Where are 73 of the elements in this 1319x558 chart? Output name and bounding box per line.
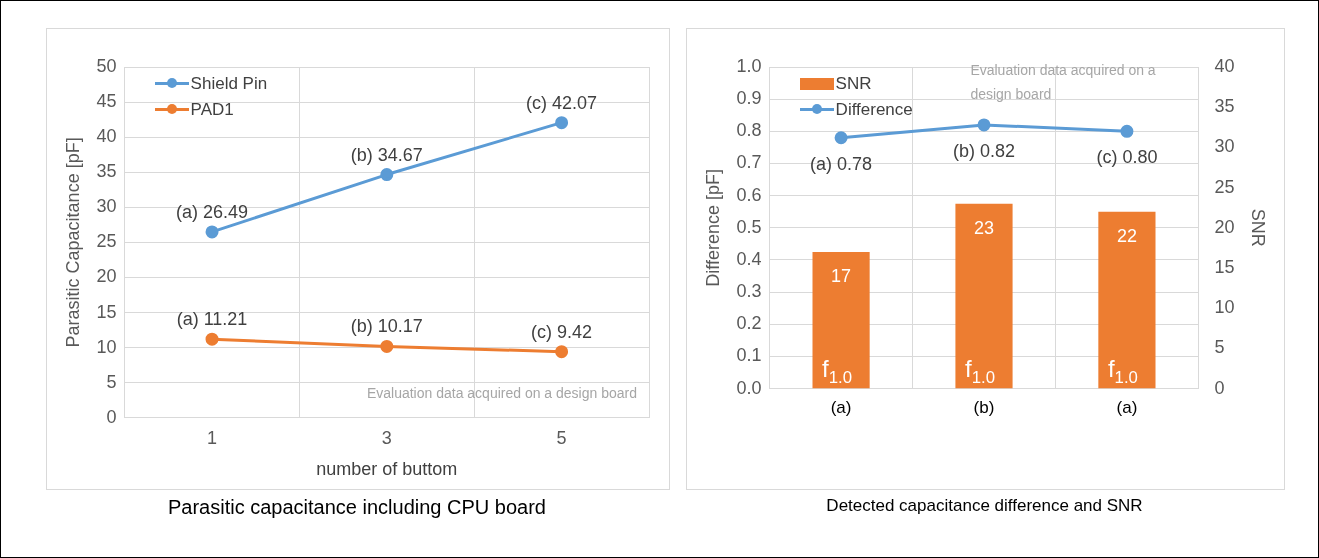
bar: [1098, 211, 1156, 389]
y2-tick-label: 25: [1214, 176, 1235, 197]
y2-tick-label: 15: [1214, 256, 1235, 277]
text: Parasitic capacitance including CPU board: [167, 496, 547, 519]
y2-tick-label: 20: [1214, 216, 1235, 237]
y-tick-label: 5: [106, 371, 117, 392]
y2-tick-label: 30: [1214, 136, 1235, 157]
data-label: 17: [831, 265, 852, 286]
data-label: (b) 34.67: [350, 144, 423, 165]
x-axis-title: number of buttom: [316, 459, 458, 480]
data-label: (c) 42.07: [526, 92, 598, 113]
bar: [812, 251, 870, 389]
y-tick-label: 0.2: [736, 313, 762, 334]
y-tick-label: 0.1: [736, 345, 762, 366]
x-tick-label: (a): [1116, 398, 1138, 418]
y-tick-label: 0: [106, 406, 117, 427]
legend-label: Shield Pin: [190, 74, 268, 94]
point: [1120, 124, 1134, 138]
y2-tick-label: 40: [1214, 55, 1235, 76]
y2-axis-title: SNR: [1248, 208, 1269, 247]
annotation: Evaluation data acquired on a design board: [366, 384, 638, 401]
y-tick-label: 0.9: [736, 88, 762, 109]
y-tick-label: 50: [96, 55, 117, 76]
y-tick-label: 0.7: [736, 152, 762, 173]
x-tick-label: (b): [973, 398, 995, 418]
y-tick-label: 35: [96, 161, 117, 182]
point: [834, 131, 848, 145]
point: [380, 339, 394, 353]
point: [380, 168, 394, 182]
point: [205, 225, 219, 239]
y-tick-label: 20: [96, 266, 117, 287]
x-tick-label: 5: [556, 427, 567, 448]
point: [205, 332, 219, 346]
y-tick-label: 0.3: [736, 281, 762, 302]
legend-label: SNR: [835, 74, 872, 94]
point: [977, 118, 991, 132]
y2-tick-label: 5: [1214, 337, 1225, 358]
x-tick-label: 1: [207, 427, 218, 448]
data-label: 23: [973, 217, 995, 238]
x-tick-label: 3: [381, 427, 392, 448]
y-tick-label: 0.5: [736, 216, 762, 237]
y-axis-title: Parasitic Capacitance [pF]: [62, 137, 83, 348]
text: Detected capacitance difference and SNR: [825, 496, 1144, 516]
data-label: (b) 0.82: [952, 140, 1016, 161]
y-axis-title: Difference [pF]: [702, 168, 723, 287]
y-tick-label: 15: [96, 301, 117, 322]
y-tick-label: 30: [96, 196, 117, 217]
y-tick-label: 0.0: [736, 377, 762, 398]
data-label: (a) 0.78: [810, 153, 873, 174]
point: [555, 345, 569, 359]
legend-label: PAD1: [190, 100, 234, 120]
annotation: Evaluation data acquired on a design board: [970, 62, 1156, 102]
y2-tick-label: 10: [1214, 297, 1235, 318]
data-label: (c) 9.42: [531, 321, 593, 342]
y2-tick-label: 35: [1214, 96, 1235, 117]
y-tick-label: 10: [96, 336, 117, 357]
y-tick-label: 0.6: [736, 184, 762, 205]
data-label: 22: [1116, 225, 1137, 246]
x-tick-label: (a): [830, 398, 852, 418]
y-tick-label: 1.0: [736, 55, 762, 76]
data-label: (a) 11.21: [176, 309, 248, 330]
y-tick-label: 25: [96, 231, 117, 252]
y-tick-label: 45: [96, 91, 117, 112]
bar: [955, 203, 1013, 389]
point: [555, 116, 569, 130]
legend-label: Difference: [835, 100, 913, 120]
y-tick-label: 0.8: [736, 120, 762, 141]
y-tick-label: 0.4: [736, 248, 762, 269]
data-label: (c) 0.80: [1096, 147, 1158, 168]
y2-tick-label: 0: [1214, 377, 1225, 398]
y-tick-label: 40: [96, 126, 117, 147]
data-label: (a) 26.49: [176, 201, 249, 222]
data-label: (b) 10.17: [350, 316, 423, 337]
